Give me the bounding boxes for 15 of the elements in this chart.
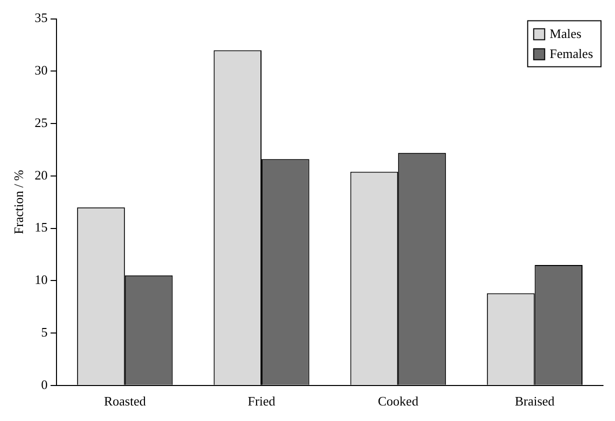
y-tick-label: 35: [34, 10, 48, 26]
y-tick-label: 0: [41, 376, 48, 392]
x-tick-label: Cooked: [378, 394, 419, 409]
y-tick-label: 20: [34, 167, 48, 182]
legend-label: Females: [550, 46, 594, 62]
x-tick-label: Roasted: [104, 394, 146, 409]
y-tick-label: 25: [34, 114, 48, 130]
x-tick-label: Braised: [514, 394, 556, 409]
y-axis-title: Fraction / %: [11, 170, 26, 234]
y-tick-label: 15: [34, 220, 48, 235]
y-tick-label: 10: [34, 272, 48, 288]
x-tick-label: Fried: [248, 394, 276, 409]
y-tick-label: 30: [34, 62, 48, 78]
legend-label: Males: [550, 26, 582, 42]
y-tick-label: 5: [41, 324, 48, 340]
